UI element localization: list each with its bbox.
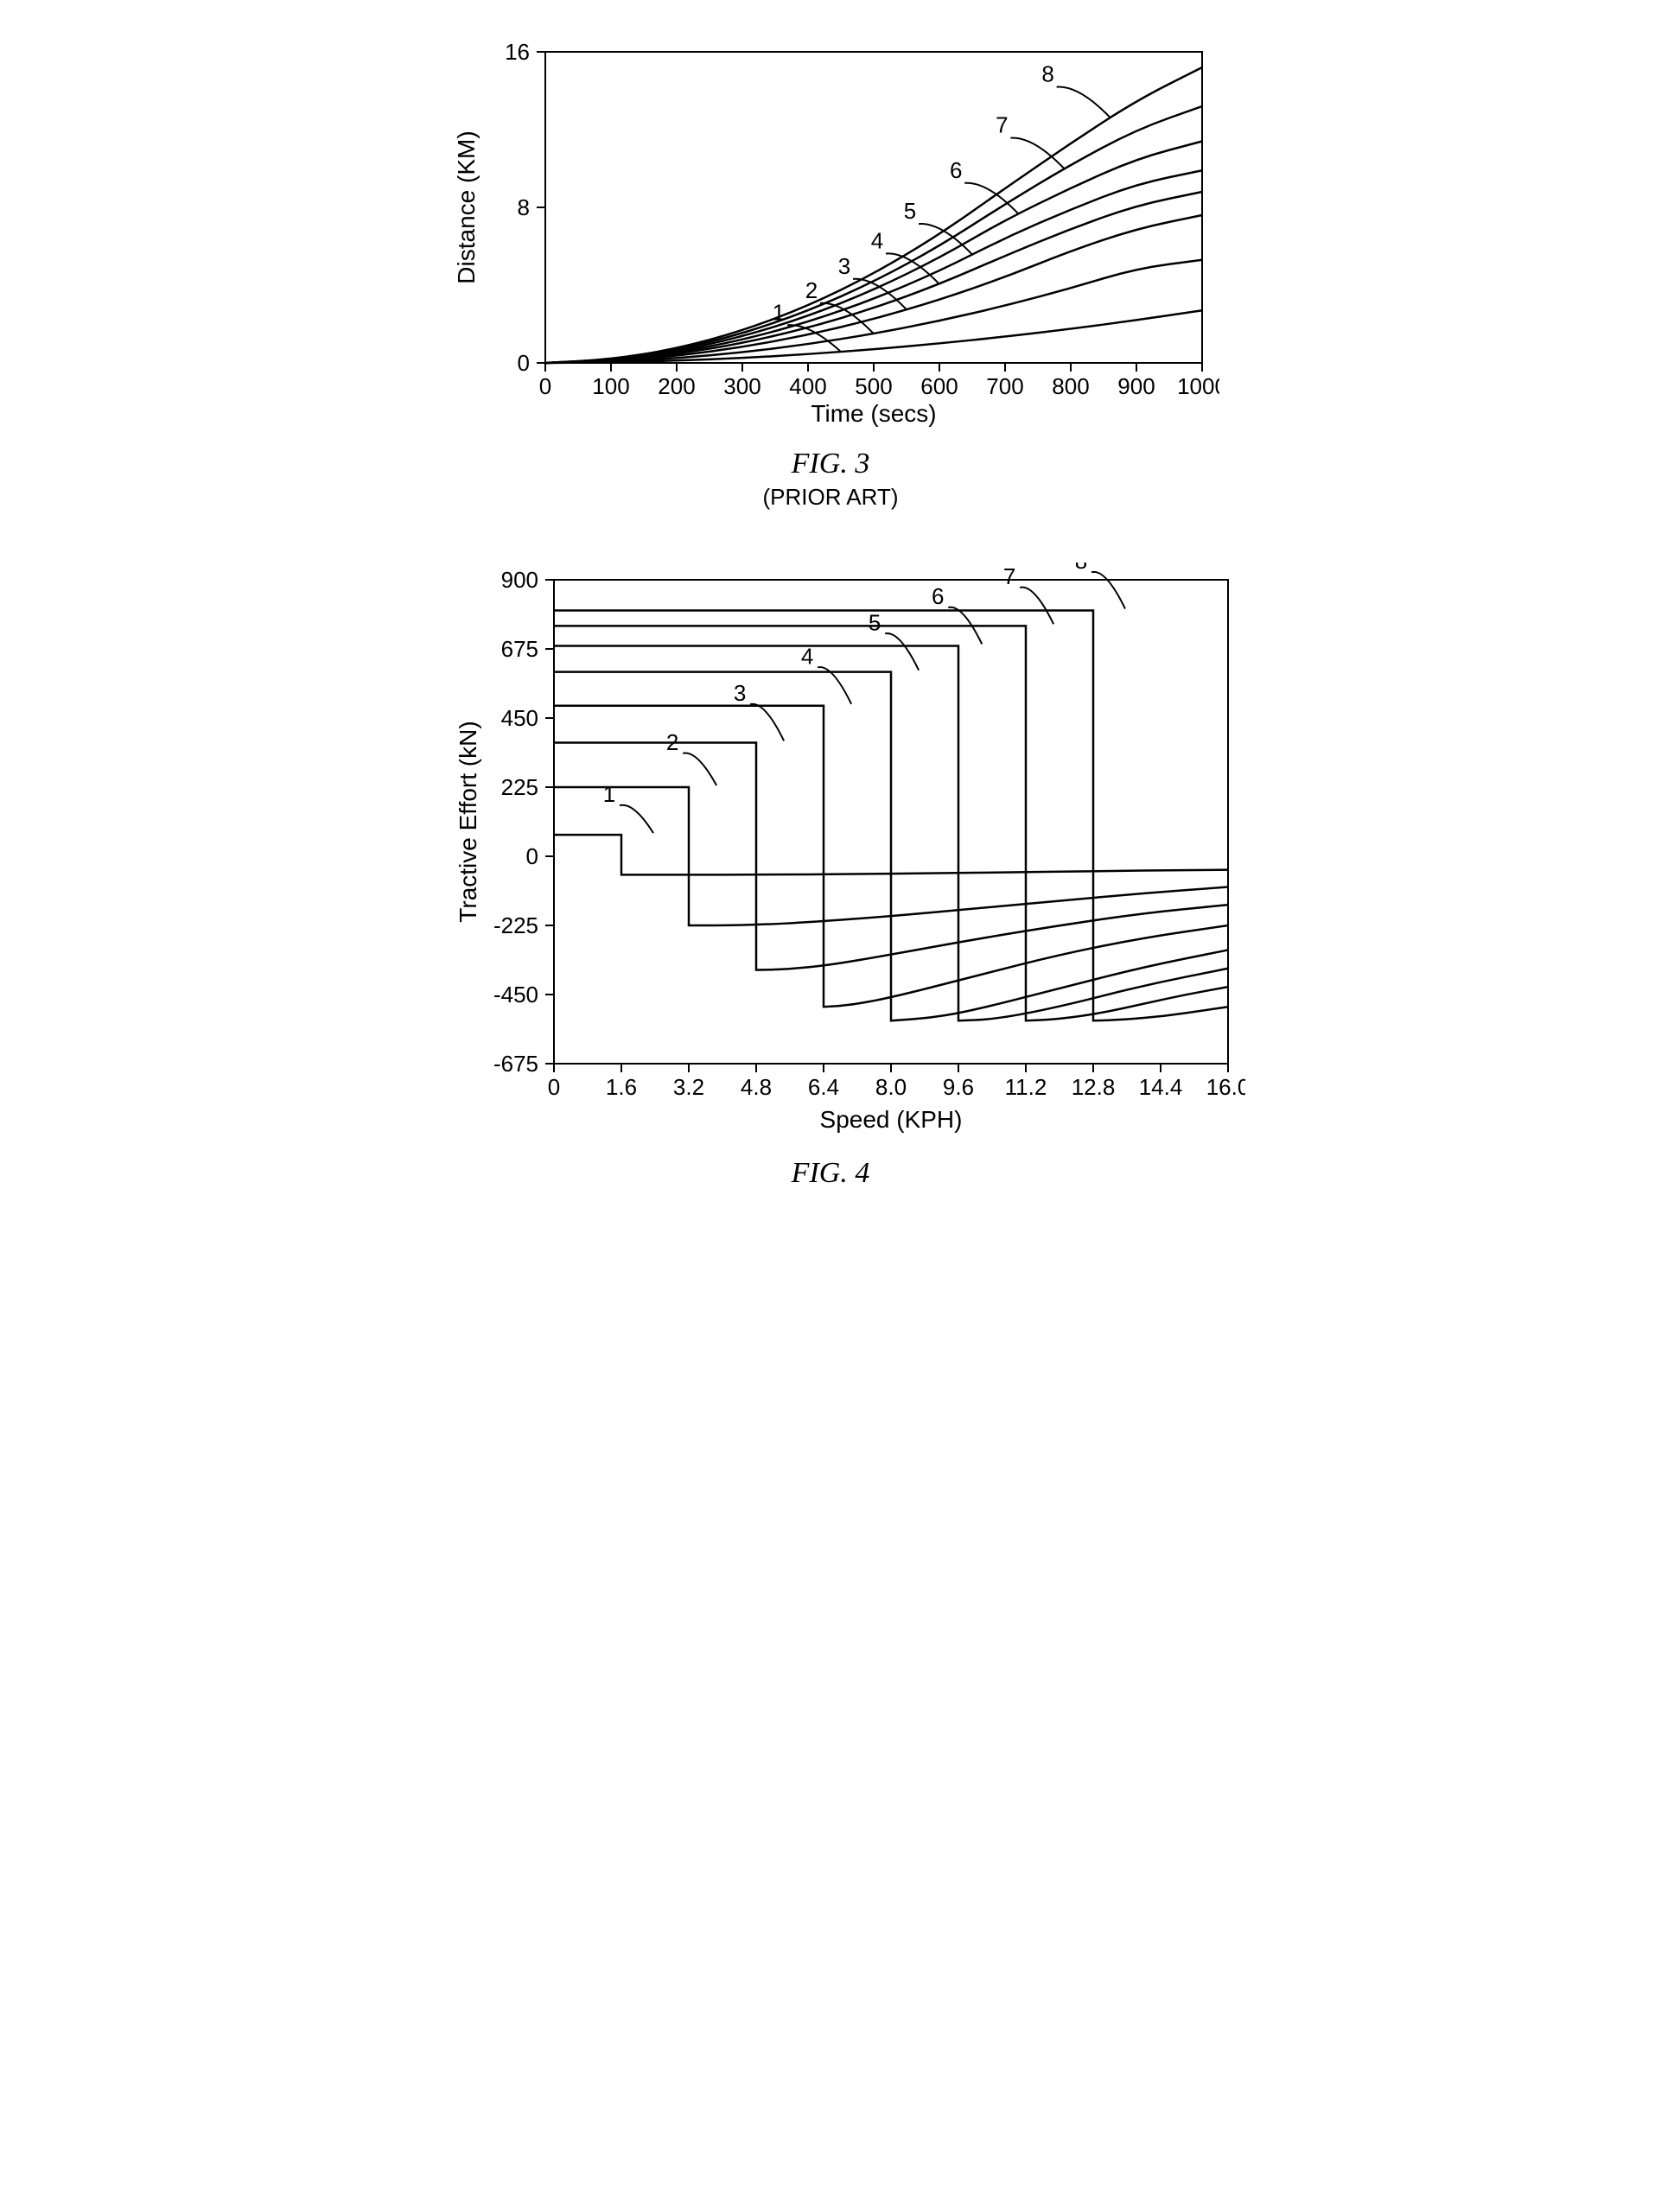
svg-text:100: 100 bbox=[592, 373, 629, 399]
svg-text:500: 500 bbox=[855, 373, 892, 399]
fig3-caption: FIG. 3 bbox=[442, 448, 1219, 480]
svg-text:Time (secs): Time (secs) bbox=[811, 400, 936, 427]
svg-text:3.2: 3.2 bbox=[673, 1074, 704, 1100]
fig3-plot-box: 0 100 200 300 400 500 600 700 800 900 1000 0 8 16 Time… bbox=[442, 35, 1219, 432]
svg-text:4: 4 bbox=[871, 227, 883, 253]
svg-text:0: 0 bbox=[526, 843, 538, 869]
svg-text:11.2: 11.2 bbox=[1005, 1074, 1047, 1100]
svg-text:0: 0 bbox=[548, 1074, 560, 1100]
svg-text:9.6: 9.6 bbox=[943, 1074, 974, 1100]
svg-text:1000: 1000 bbox=[1177, 373, 1219, 399]
figure-3: 0 100 200 300 400 500 600 700 800 900 1000 0 8 16 Time… bbox=[442, 35, 1219, 511]
svg-text:16.0: 16.0 bbox=[1206, 1074, 1245, 1100]
svg-text:200: 200 bbox=[658, 373, 695, 399]
svg-text:8: 8 bbox=[1041, 61, 1053, 87]
svg-text:7: 7 bbox=[996, 112, 1008, 138]
svg-text:0: 0 bbox=[539, 373, 551, 399]
svg-text:8.0: 8.0 bbox=[875, 1074, 907, 1100]
svg-text:-225: -225 bbox=[493, 912, 538, 938]
svg-text:225: 225 bbox=[501, 774, 538, 800]
svg-text:800: 800 bbox=[1052, 373, 1089, 399]
svg-text:5: 5 bbox=[904, 198, 916, 224]
svg-text:Speed (KPH): Speed (KPH) bbox=[820, 1106, 963, 1133]
svg-text:0: 0 bbox=[518, 350, 530, 376]
svg-text:1: 1 bbox=[603, 781, 615, 807]
fig4-svg: 0 1.6 3.2 4.8 6.4 8.0 9.6 11.2 12.8 14.4 16.0 -675 -… bbox=[442, 563, 1245, 1141]
svg-text:16: 16 bbox=[505, 39, 530, 65]
svg-text:400: 400 bbox=[789, 373, 826, 399]
svg-text:300: 300 bbox=[723, 373, 760, 399]
fig4-plot-box: 01.63.24.86.48.09.611.212.814.416.0-675-… bbox=[442, 563, 1219, 1141]
svg-text:8: 8 bbox=[518, 194, 530, 220]
fig3-subcaption: (PRIOR ART) bbox=[442, 484, 1219, 511]
svg-text:12.8: 12.8 bbox=[1072, 1074, 1116, 1100]
svg-text:3: 3 bbox=[734, 680, 746, 706]
fig3-svg: 0 100 200 300 400 500 600 700 800 900 1000 0 8 16 Time… bbox=[442, 35, 1219, 432]
svg-text:2: 2 bbox=[805, 277, 818, 303]
fig4-caption: FIG. 4 bbox=[442, 1157, 1219, 1190]
svg-text:900: 900 bbox=[501, 567, 538, 593]
svg-text:-675: -675 bbox=[493, 1051, 538, 1077]
svg-text:900: 900 bbox=[1117, 373, 1155, 399]
svg-text:6.4: 6.4 bbox=[808, 1074, 839, 1100]
svg-text:700: 700 bbox=[986, 373, 1023, 399]
svg-text:450: 450 bbox=[501, 705, 538, 731]
svg-text:675: 675 bbox=[501, 636, 538, 662]
svg-text:-450: -450 bbox=[493, 982, 538, 1007]
svg-text:Tractive Effort (kN): Tractive Effort (kN) bbox=[455, 721, 481, 922]
svg-text:600: 600 bbox=[920, 373, 958, 399]
svg-text:Distance (KM): Distance (KM) bbox=[453, 130, 480, 283]
svg-text:5: 5 bbox=[869, 609, 881, 635]
figure-4: 01.63.24.86.48.09.611.212.814.416.0-675-… bbox=[442, 563, 1219, 1190]
svg-text:8: 8 bbox=[1075, 563, 1087, 574]
svg-text:4.8: 4.8 bbox=[741, 1074, 772, 1100]
svg-text:1.6: 1.6 bbox=[606, 1074, 637, 1100]
svg-text:6: 6 bbox=[932, 583, 944, 609]
svg-text:7: 7 bbox=[1003, 563, 1015, 589]
svg-text:3: 3 bbox=[838, 253, 850, 279]
svg-text:4: 4 bbox=[801, 643, 813, 669]
svg-text:6: 6 bbox=[950, 157, 962, 183]
svg-text:14.4: 14.4 bbox=[1139, 1074, 1183, 1100]
